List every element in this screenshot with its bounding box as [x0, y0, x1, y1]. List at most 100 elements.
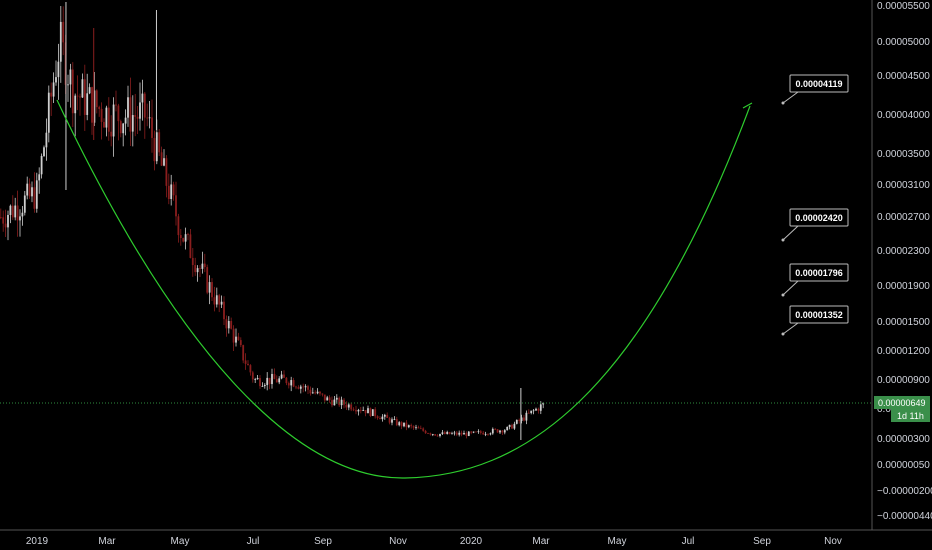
x-tick-label: Nov [389, 536, 407, 547]
candle-body [455, 432, 458, 435]
y-axis-panel[interactable] [872, 0, 932, 530]
y-tick-label: 0.00002700 [877, 212, 930, 223]
candle-body [460, 432, 463, 435]
candle-body [117, 105, 120, 122]
candle-body [218, 295, 221, 305]
candle-body [388, 417, 391, 423]
candle-body [338, 397, 341, 406]
candle-body [331, 400, 333, 406]
x-axis-panel[interactable] [0, 530, 932, 550]
candle-body [405, 422, 408, 428]
candle-body [323, 394, 326, 401]
candle-body [268, 377, 271, 385]
candle-body [335, 397, 338, 400]
candle-body [103, 121, 105, 128]
candle-body [23, 195, 26, 213]
callout-value: 0.00001796 [795, 268, 843, 278]
candle-body [314, 392, 317, 394]
x-tick-label: May [608, 536, 627, 547]
x-tick-label: Mar [532, 536, 550, 547]
candle-body [175, 195, 177, 217]
y-tick-label: 0.00003100 [877, 180, 930, 191]
x-tick-label: Sep [314, 536, 332, 547]
candle-body [499, 430, 501, 433]
candle-body [172, 184, 175, 196]
candle-body [69, 69, 72, 85]
candle-body [11, 205, 14, 218]
candle-body [328, 397, 331, 401]
candle-body [100, 108, 103, 122]
price-callout[interactable]: 0.00002420 [781, 208, 849, 242]
price-callout[interactable]: 0.00001352 [781, 305, 849, 336]
callout-value: 0.00001352 [795, 310, 843, 320]
candle-body [381, 416, 384, 420]
candle-body [539, 404, 542, 411]
candle-body [297, 387, 300, 389]
candle-body [417, 427, 420, 429]
candle-body [266, 377, 269, 386]
candle-body [535, 408, 537, 411]
candle-body [158, 132, 161, 153]
candle-body [256, 378, 259, 380]
candle-body [194, 265, 197, 273]
candle-body [71, 69, 74, 114]
candle-body [316, 391, 319, 394]
candle-body [511, 424, 513, 429]
candle-body [211, 282, 213, 298]
candle-body [287, 383, 290, 386]
candle-body [304, 386, 307, 388]
candle-body [350, 404, 353, 410]
candle-body [74, 95, 77, 114]
price-callout[interactable]: 0.00004119 [781, 74, 849, 105]
candle-body [59, 21, 62, 62]
candle-body [532, 410, 535, 412]
candle-body [355, 410, 357, 412]
candle-body [199, 268, 201, 269]
candle-body [235, 336, 237, 343]
candle-body [122, 123, 125, 134]
candle-body [441, 432, 444, 434]
candle-body [239, 340, 242, 346]
candle-body [352, 409, 355, 411]
cup-trend-line[interactable] [56, 99, 751, 479]
candle-body [259, 378, 261, 387]
candle-body [393, 419, 396, 420]
candle-body [434, 434, 437, 436]
candle-body [141, 93, 144, 103]
y-tick-label: 0.00001500 [877, 317, 930, 328]
callout-value: 0.00002420 [795, 213, 843, 223]
candle-body [242, 345, 245, 361]
candle-body [410, 425, 413, 427]
candle-body [191, 257, 194, 266]
candle-body [35, 180, 38, 209]
candle-body [182, 238, 185, 242]
candle-body [290, 380, 293, 386]
candle-body [107, 107, 110, 132]
candle-body [237, 336, 240, 341]
candle-body [419, 428, 422, 430]
candle-body [9, 205, 12, 215]
candle-body [189, 234, 192, 258]
candle-body [537, 408, 540, 411]
candle-body [309, 389, 312, 394]
candle-body [479, 431, 482, 433]
candle-body [386, 414, 389, 418]
y-tick-label: 0.00003500 [877, 149, 930, 160]
callout-value: 0.00004119 [795, 79, 842, 89]
y-tick-label: 0.00004000 [877, 110, 930, 121]
candle-body [362, 410, 365, 411]
price-callout[interactable]: 0.00001796 [781, 263, 849, 297]
candle-body [496, 429, 499, 433]
candle-body [203, 263, 206, 268]
candle-body [364, 410, 367, 414]
candle-body [112, 104, 115, 137]
x-tick-label: Sep [753, 536, 771, 547]
candle-body [134, 115, 137, 117]
candle-body [508, 424, 511, 427]
candle-body [340, 399, 343, 406]
candle-body [383, 414, 386, 417]
candle-body [463, 432, 465, 435]
candle-body [422, 428, 425, 431]
candle-body [57, 61, 60, 78]
